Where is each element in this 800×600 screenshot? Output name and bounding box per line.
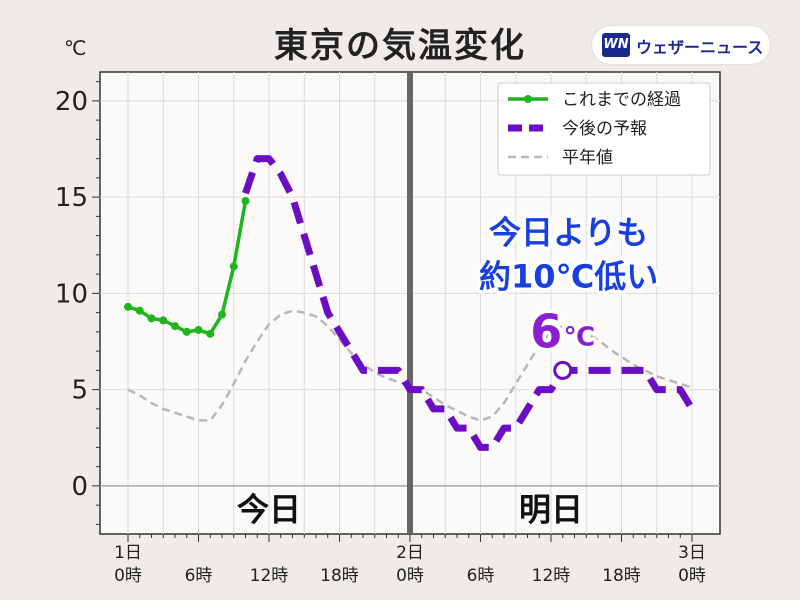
observed-point <box>135 306 144 315</box>
chart-title: 東京の気温変化 <box>274 26 526 66</box>
annotation-value: 6 <box>530 304 562 358</box>
series-normal-line <box>127 309 693 422</box>
annotation-line1: 今日よりも <box>489 213 648 251</box>
x-tick-label-day: 3日 <box>678 543 706 563</box>
legend-box <box>497 82 711 176</box>
unit-label: ℃ <box>64 36 87 60</box>
observed-point <box>206 329 215 338</box>
y-tick-label: 0 <box>71 472 88 502</box>
day-label: 今日 <box>237 491 301 529</box>
annotation-value-unit: ℃ <box>563 322 594 352</box>
brand-logo-icon: WN <box>602 33 630 57</box>
brand-badge: WN ウェザーニュース <box>592 26 770 64</box>
x-tick-label-hour: 0時 <box>396 566 424 586</box>
brand-name: ウェザーニュース <box>636 38 764 57</box>
y-tick-label: 15 <box>55 183 88 213</box>
observed-point <box>229 262 238 271</box>
tomorrow-max-marker <box>553 360 573 380</box>
x-tick-label-day: 2日 <box>396 543 424 563</box>
observed-point <box>182 327 191 336</box>
x-tick-label-hour: 6時 <box>185 566 213 586</box>
y-tick-label: 20 <box>55 87 88 117</box>
x-tick-label-hour: 0時 <box>678 566 706 586</box>
observed-point <box>124 302 132 311</box>
x-tick-label-hour: 12時 <box>250 566 289 586</box>
observed-point <box>171 322 179 331</box>
observed-point <box>147 314 156 323</box>
x-tick-label-day: 1日 <box>114 543 142 563</box>
observed-point <box>241 196 250 205</box>
x-tick-label-hour: 18時 <box>602 566 641 586</box>
legend-marker-observed <box>524 95 532 103</box>
day-label: 明日 <box>519 491 583 529</box>
legend-label: 今後の予報 <box>562 119 647 139</box>
observed-point <box>194 325 203 334</box>
x-tick-label-hour: 0時 <box>114 566 142 586</box>
legend-label: これまでの経過 <box>562 90 681 110</box>
y-tick-label: 10 <box>55 279 88 309</box>
x-tick-label-hour: 6時 <box>467 566 495 586</box>
annotation-line2: 約10℃低い <box>479 258 658 296</box>
observed-point <box>159 316 168 325</box>
legend-label: 平年値 <box>562 148 613 168</box>
observed-point <box>218 310 226 319</box>
x-tick-label-hour: 12時 <box>532 566 571 586</box>
x-tick-label-hour: 18時 <box>320 566 359 586</box>
y-tick-label: 5 <box>71 376 88 406</box>
